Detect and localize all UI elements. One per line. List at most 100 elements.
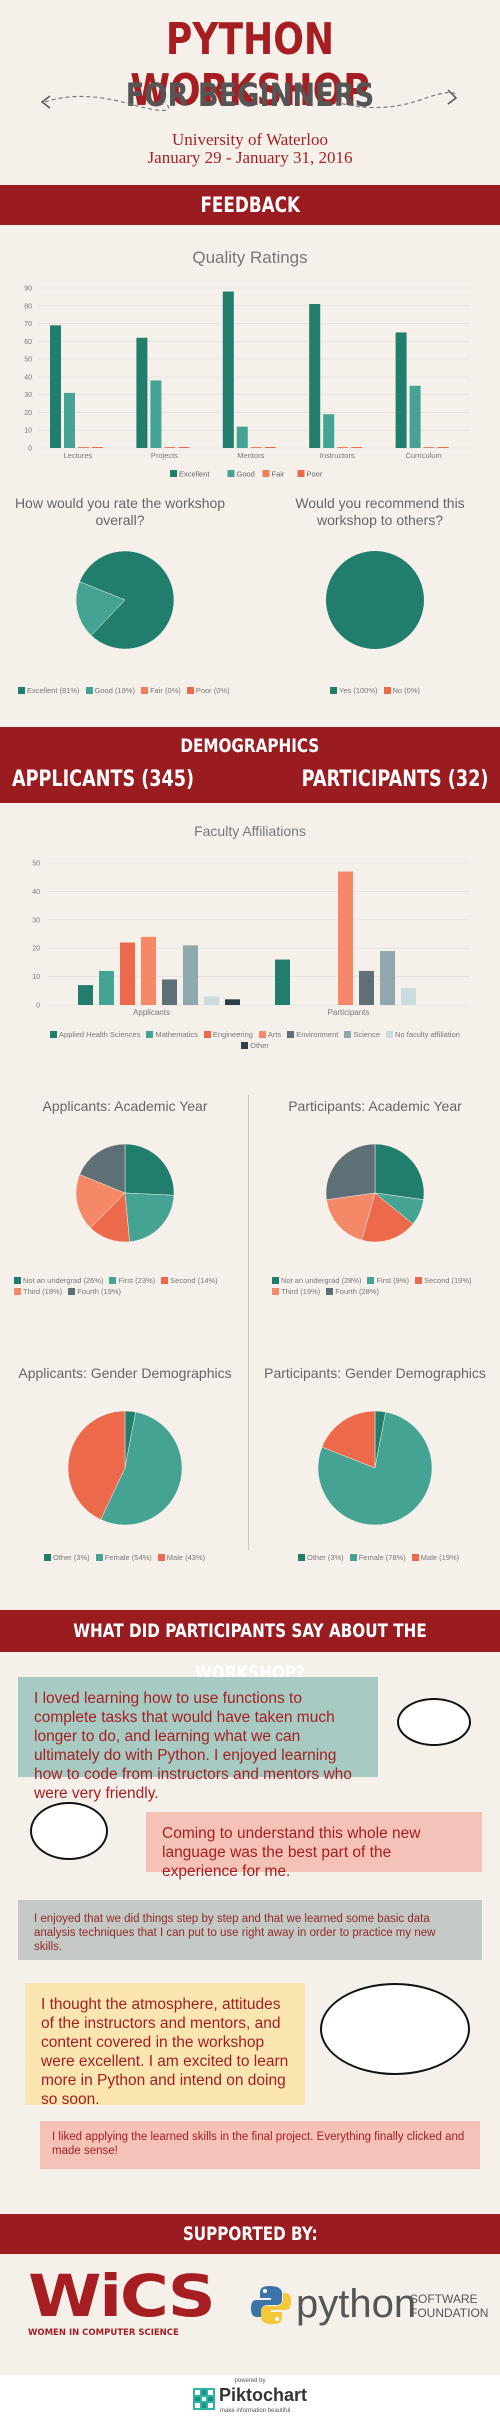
legend-item: Arts <box>258 1030 282 1039</box>
y-tick-label: 10 <box>32 974 40 981</box>
bar-other-applicants <box>225 999 240 1005</box>
supported-band: SUPPORTED BY: <box>0 2214 500 2254</box>
piktochart-link[interactable]: Piktochart <box>219 2385 308 2405</box>
legend-swatch <box>367 1277 375 1284</box>
legend-item: Fair (0%) <box>140 686 181 695</box>
psf-logo: python SOFTWARE FOUNDATION <box>250 2282 490 2332</box>
bar-fair-lectures <box>78 447 89 448</box>
legend-swatch <box>68 1288 76 1295</box>
legend-swatch <box>344 1031 352 1038</box>
legend-item: First (9%) <box>367 1276 409 1285</box>
legend-label: Second (19%) <box>423 1276 472 1285</box>
legend-swatch <box>330 687 337 694</box>
legend-swatch <box>287 1031 295 1038</box>
legend-item: Not an undergrad (28%) <box>272 1276 361 1285</box>
legend-item: Mathematics <box>146 1030 198 1039</box>
legend-item: Other (3%) <box>44 1553 90 1562</box>
speech-bubble-icon <box>320 1983 470 2075</box>
legend-item: Yes (100%) <box>330 686 378 695</box>
y-tick-label: 70 <box>24 321 32 328</box>
applicants-gender-pie <box>67 1410 183 1526</box>
legend-swatch <box>258 1031 266 1038</box>
legend-item: Fourth (19%) <box>68 1287 121 1296</box>
feedback-heading: FEEDBACK <box>200 193 300 217</box>
bar-applied-health-sciences-participants <box>275 959 290 1005</box>
y-tick-label: 10 <box>24 428 32 435</box>
legend-swatch <box>227 470 235 477</box>
quote-1: I loved learning how to use functions to… <box>18 1677 378 1802</box>
bar-environment-participants <box>359 970 374 1005</box>
legend-label: Female (54%) <box>104 1553 152 1562</box>
bar-excellent-mentors <box>222 291 234 448</box>
legend-item: Female (54%) <box>95 1553 152 1562</box>
faculty-affiliations-title: Faculty Affiliations <box>194 823 306 839</box>
y-tick-label: 60 <box>24 339 32 346</box>
pie-slice-not-an-undergrad <box>124 1143 175 1196</box>
legend-label: Third (19%) <box>23 1287 63 1296</box>
legend-label: Male (19%) <box>420 1553 460 1562</box>
legend-swatch <box>298 1554 305 1561</box>
applicants-count: APPLICANTS (345) <box>12 767 195 792</box>
legend-label: Excellent <box>179 470 210 479</box>
legend-swatch <box>170 470 177 477</box>
bar-poor-projects <box>178 447 190 448</box>
legend-swatch <box>411 1554 419 1561</box>
legend-item: Female (78%) <box>349 1553 406 1562</box>
pie-slice-second <box>361 1192 414 1243</box>
legend-item: Applied Health Sciences <box>50 1030 140 1039</box>
bar-science-participants <box>380 951 395 1005</box>
legend-swatch <box>414 1277 422 1284</box>
bar-fair-projects <box>164 447 176 448</box>
legend-item: First (23%) <box>109 1276 155 1285</box>
pie-slice-third <box>326 1192 376 1241</box>
legend-item: Second (19%) <box>414 1276 472 1285</box>
legend-swatch <box>297 470 305 477</box>
pie-slice-third <box>75 1174 126 1229</box>
legend-swatch <box>157 1554 165 1561</box>
legend-item: Other (3%) <box>298 1553 344 1562</box>
y-tick-label: 30 <box>24 392 32 399</box>
y-tick-label: 50 <box>32 861 40 868</box>
bar-fair-mentors <box>250 447 262 448</box>
legend-label: Excellent (81%) <box>27 686 80 695</box>
legend-swatch <box>262 470 270 477</box>
legend-label: Yes (100%) <box>339 686 378 695</box>
participants-year-title: Participants: Academic Year <box>288 1098 462 1114</box>
legend-item: Fourth (28%) <box>326 1287 379 1296</box>
legend-label: Female (78%) <box>358 1553 406 1562</box>
bar-engineering-applicants <box>120 942 135 1005</box>
legend-swatch <box>272 1288 279 1295</box>
quality-ratings-chart: 0 10 20 30 40 50 60 70 80 90 Lectures Projects Mento… <box>24 286 470 479</box>
legend-label: Not an undergrad (26%) <box>23 1276 104 1285</box>
bar-poor-curriculum <box>437 447 449 448</box>
participants-gender-title: Participants: Gender Demographics <box>264 1365 486 1381</box>
bar-mathematics-applicants <box>99 970 114 1005</box>
bar-arts-participants <box>338 871 353 1005</box>
legend-item: Second (14%) <box>161 1276 218 1285</box>
legend-item: Environment <box>287 1030 338 1039</box>
overall-rating-pie <box>75 550 175 650</box>
legend-item: Engineering <box>203 1030 253 1039</box>
pie-slice-female <box>317 1411 433 1526</box>
x-tick-label: Participants <box>328 1008 370 1017</box>
quality-ratings-title: Quality Ratings <box>192 248 308 267</box>
y-tick-label: 30 <box>32 917 40 924</box>
pie-slice-not-an-undergrad <box>374 1143 425 1200</box>
legend-label: Fair (0%) <box>149 686 181 695</box>
faculty-affiliations-chart: 0 10 20 30 40 50 Applicants Participants <box>32 861 470 1017</box>
legend-label: Arts <box>267 1030 282 1039</box>
participants-gender-pie <box>317 1410 433 1526</box>
y-tick-label: 80 <box>24 303 32 310</box>
legend-item: Male (19%) <box>411 1553 460 1562</box>
page-title: PYTHON WORKSHOP <box>130 14 370 116</box>
legend-item: Third (19%) <box>272 1287 320 1296</box>
faculty-affiliations-legend: Applied Health Sciences Mathematics Engine… <box>45 1030 465 1050</box>
legend-swatch <box>349 1554 357 1561</box>
bar-science-applicants <box>183 945 198 1005</box>
psf-line-2: FOUNDATION <box>410 2306 489 2320</box>
recommend-legend: Yes (100%) No (0%) <box>330 686 480 695</box>
wics-name: WOMEN IN COMPUTER SCIENCE <box>28 2328 179 2338</box>
legend-label: Poor <box>307 470 323 479</box>
x-tick-label: Applicants <box>133 1008 170 1017</box>
powered-by: powered by <box>234 2378 266 2384</box>
